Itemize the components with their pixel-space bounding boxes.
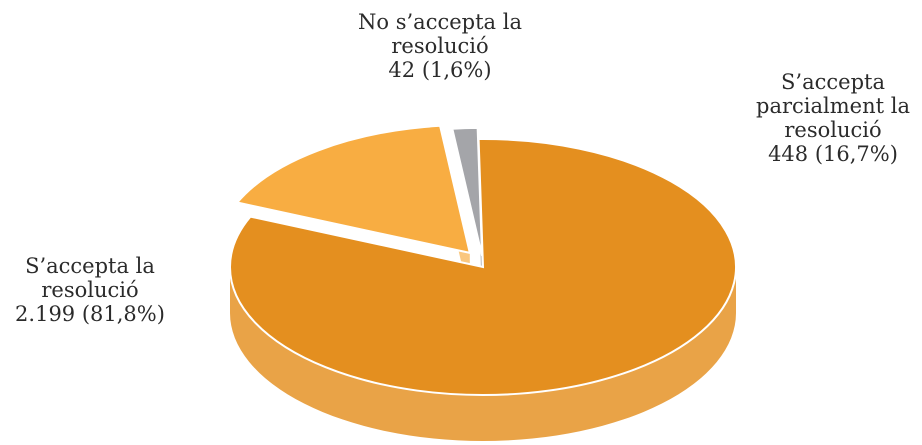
pie-slice-1 bbox=[235, 124, 472, 255]
slice-value-label: 448 (16,7%) bbox=[768, 142, 898, 166]
slice-label-line: resolució bbox=[784, 118, 882, 142]
slice-value-label: 42 (1,6%) bbox=[388, 58, 492, 82]
slice-label-partially-accepted: S’accepta parcialment la resolució 448 (… bbox=[743, 70, 922, 166]
slice-value-label: 2.199 (81,8%) bbox=[15, 302, 165, 326]
slice-label-line: No s’accepta la bbox=[358, 10, 522, 34]
pie-slice-0 bbox=[229, 138, 737, 396]
slice-label-line: S’accepta la bbox=[25, 254, 155, 278]
pie-slice-2 bbox=[451, 126, 484, 257]
slice-label-line: S’accepta bbox=[781, 70, 885, 94]
slice-label-accepted: S’accepta la resolució 2.199 (81,8%) bbox=[4, 254, 176, 326]
slice-label-line: resolució bbox=[41, 278, 139, 302]
slice-label-line: resolució bbox=[391, 34, 489, 58]
slice-label-not-accepted: No s’accepta la resolució 42 (1,6%) bbox=[330, 10, 550, 82]
slice-label-line: parcialment la bbox=[756, 94, 910, 118]
slice-side-wall bbox=[230, 267, 736, 441]
